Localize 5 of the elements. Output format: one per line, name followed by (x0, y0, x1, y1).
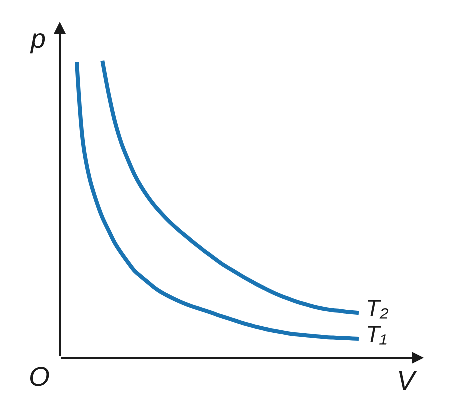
x-axis-title: V (397, 366, 418, 396)
series-label: T₂ (366, 295, 390, 321)
series-label: T₁ (366, 321, 388, 347)
text: O (29, 362, 50, 392)
y-axis-title: p (30, 24, 46, 54)
